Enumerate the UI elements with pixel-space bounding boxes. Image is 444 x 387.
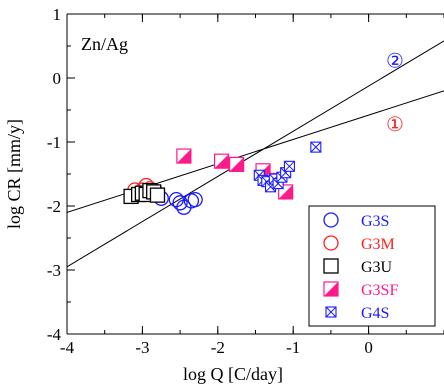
markers-layer [123,141,322,215]
y-tick-label: -3 [47,261,61,280]
legend-label-g3sf: G3SF [361,282,398,299]
x-tick-label: -2 [211,338,225,357]
legend-marker-g4s-cross-b [325,306,337,318]
data-point-g3sf [176,148,192,164]
x-tick-label: 0 [364,338,373,357]
data-point-g4s-cross-b [310,141,322,153]
legend-label-g3s: G3S [361,213,389,230]
data-point-g3s [172,195,188,211]
data-point-g4s [283,160,295,172]
chart-annotation: Zn/Ag [81,34,128,54]
x-tick-label: -4 [60,338,75,357]
data-point-g3sf-fill [278,184,293,199]
legend-marker-g3m-shape [323,235,339,251]
data-point-g3sf [229,156,245,172]
data-point-g3u-shape [149,187,166,203]
data-point-g4s [310,141,322,153]
legend-marker-g3u-shape [323,258,339,274]
axes-layer: -4 -3 -2 -1 0 -4 -3 -2 -1 0 1 [47,5,444,357]
y-axis-title: log CR [mm/y] [4,119,24,229]
y-tick-label: -2 [47,197,61,216]
data-point-g3s [168,191,184,208]
legend-marker-g3s [323,212,339,228]
y-tick-label: -1 [47,133,61,152]
legend-marker-g3m [323,235,339,251]
legend-label-g3u: G3U [361,259,393,276]
data-point-g3sf-fill [176,149,191,164]
data-point-g3s [187,191,203,208]
data-point-g3u [149,187,166,203]
data-point-g3s-shape [172,195,188,211]
data-point-g3s-shape [187,191,203,208]
legend-marker-g4s [325,306,337,318]
legend-marker-g3sf [323,281,339,297]
legend-label-g3m: G3M [361,236,395,253]
data-point-g4s-cross-b [284,160,295,172]
fit-line-label: ① [386,112,404,136]
data-point-g3sf-fill [229,157,244,172]
legend-marker-g3sf-fill [324,282,338,296]
y-tick-label: 1 [53,5,62,24]
data-point-g3s-shape [168,191,184,208]
legend-marker-g3s-shape [323,212,339,228]
y-tick-label: 0 [53,69,62,88]
fit-line-label: ② [386,49,404,73]
x-tick-label: -3 [135,338,149,357]
legend-marker-g3u [323,258,339,274]
x-axis-title: log Q [C/day] [183,364,283,384]
legend: G3S G3M G3U G3SF G4S [308,205,436,327]
data-point-g3sf [213,153,230,169]
x-tick-label: -1 [286,338,300,357]
fit-line [67,40,444,268]
data-point-g3sf-fill [214,154,229,169]
y-tick-label: -4 [47,325,62,344]
legend-label-g4s: G4S [361,305,389,322]
